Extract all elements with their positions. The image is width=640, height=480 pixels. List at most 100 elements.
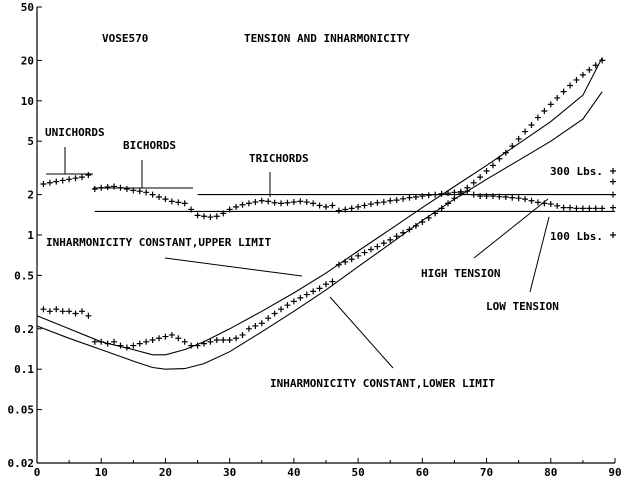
string-tension-marker <box>245 200 252 207</box>
string-tension-marker <box>258 197 265 204</box>
string-tension-marker <box>355 203 362 210</box>
measured-inharmonicity-marker <box>284 302 291 309</box>
lower-limit-label: INHARMONICITY CONSTANT,LOWER LIMIT <box>270 377 496 390</box>
measured-inharmonicity-marker <box>143 338 150 345</box>
measured-inharmonicity-marker <box>136 340 143 347</box>
string-tension-marker <box>367 201 374 208</box>
low-tension-leader <box>529 216 550 293</box>
x-tick-label: 70 <box>480 466 493 479</box>
measured-inharmonicity-marker <box>445 200 452 207</box>
measured-inharmonicity-marker <box>355 252 362 259</box>
measured-inharmonicity-marker <box>245 325 252 332</box>
reference-lines <box>94 194 615 212</box>
string-tension-marker <box>316 202 323 209</box>
string-tension-marker <box>271 199 278 206</box>
measured-inharmonicity-marker <box>496 155 503 162</box>
annotations: VOSE570 TENSION AND INHARMONICITY UNICHO… <box>45 32 603 390</box>
string-tension-marker <box>489 193 496 200</box>
measured-inharmonicity-marker <box>560 88 567 95</box>
string-tension-marker <box>419 193 426 200</box>
string-tension-marker <box>509 194 516 201</box>
bichords-label: BICHORDS <box>123 139 176 152</box>
measured-inharmonicity-marker <box>104 340 111 347</box>
string-tension-marker <box>380 199 387 206</box>
string-tension-marker <box>91 186 98 193</box>
lower-limit-curve-line <box>36 91 603 370</box>
string-tension-marker <box>599 205 606 212</box>
measured-inharmonicity-marker <box>46 308 53 315</box>
string-tension-marker <box>85 171 92 178</box>
upper-limit-curve-line <box>36 57 603 356</box>
string-tension-marker <box>200 213 207 220</box>
x-tick-label: 20 <box>159 466 172 479</box>
measured-inharmonicity-marker <box>188 342 195 349</box>
measured-inharmonicity-marker <box>194 342 201 349</box>
string-tension-marker <box>464 188 471 195</box>
string-tension-marker <box>40 180 47 187</box>
measured-inharmonicity-marker <box>406 226 413 233</box>
measured-inharmonicity-marker <box>554 94 561 101</box>
string-tension-marker <box>348 205 355 212</box>
x-tick-label: 10 <box>95 466 108 479</box>
string-tension-marker <box>534 199 541 206</box>
string-tension-marker <box>393 197 400 204</box>
upper-limit-label: INHARMONICITY CONSTANT,UPPER LIMIT <box>46 236 272 249</box>
string-tension-marker <box>592 205 599 212</box>
measured-inharmonicity-marker <box>547 101 554 108</box>
upper-limit-leader <box>164 257 303 277</box>
x-tick-label: 30 <box>223 466 236 479</box>
x-tick-label: 60 <box>416 466 429 479</box>
measured-inharmonicity-marker <box>541 107 548 114</box>
string-tension-marker <box>515 195 522 202</box>
string-tension-marker <box>329 202 336 209</box>
measured-inharmonicity-marker <box>111 338 118 345</box>
y-tick-label: 0.1 <box>14 363 34 376</box>
measured-inharmonicity-marker <box>599 57 606 64</box>
measured-inharmonicity-marker <box>470 179 477 186</box>
axes: 0 10 20 30 40 50 60 70 80 90 0.02 0.05 0.1 0.2 0.5 1 2 5 1… <box>8 1 622 479</box>
measured-inharmonicity-marker <box>220 337 227 344</box>
leader-lines <box>46 147 550 369</box>
string-tension-marker <box>438 190 445 197</box>
measured-inharmonicity-marker <box>380 240 387 247</box>
measured-inharmonicity-marker <box>226 337 233 344</box>
string-tension-marker <box>342 206 349 213</box>
300-lbs-label: 300 Lbs. <box>550 165 603 178</box>
string-tension-marker <box>554 202 561 209</box>
right-edge-marker <box>610 232 616 238</box>
right-edge-marker <box>610 167 616 174</box>
measured-inharmonicity-marker <box>162 333 169 340</box>
string-tension-marker <box>175 199 182 206</box>
measured-inharmonicity-marker <box>258 320 265 327</box>
measured-inharmonicity-marker <box>156 335 163 342</box>
measured-inharmonicity-marker <box>310 288 317 295</box>
measured-inharmonicity-marker <box>316 285 323 292</box>
measured-inharmonicity-marker <box>297 294 304 301</box>
measured-inharmonicity-marker <box>573 76 580 83</box>
measured-inharmonicity-marker <box>252 322 259 329</box>
string-tension-marker <box>567 204 574 211</box>
string-tension-marker <box>303 199 310 206</box>
x-tick-label: 40 <box>287 466 300 479</box>
string-tension-marker <box>406 194 413 201</box>
x-tick-label: 0 <box>34 466 41 479</box>
measured-inharmonicity-marker <box>483 167 490 174</box>
measured-inharmonicity-marker <box>432 210 439 217</box>
string-tension-marker <box>502 193 509 200</box>
measured-inharmonicity-marker <box>290 298 297 305</box>
measured-inharmonicity-marker <box>534 114 541 121</box>
string-tension-marker <box>432 191 439 198</box>
string-tension-marker <box>136 188 143 195</box>
string-tension-marker <box>586 205 593 212</box>
string-tension-marker <box>265 198 272 205</box>
string-tension-marker <box>156 193 163 200</box>
measured-inharmonicity-marker <box>502 149 509 156</box>
measured-inharmonicity-marker <box>387 236 394 243</box>
string-tension-marker <box>387 197 394 204</box>
string-tension-marker <box>496 193 503 200</box>
measured-inharmonicity-marker <box>53 306 60 313</box>
measured-inharmonicity-marker <box>489 162 496 169</box>
y-tick-label: 0.05 <box>8 404 35 417</box>
